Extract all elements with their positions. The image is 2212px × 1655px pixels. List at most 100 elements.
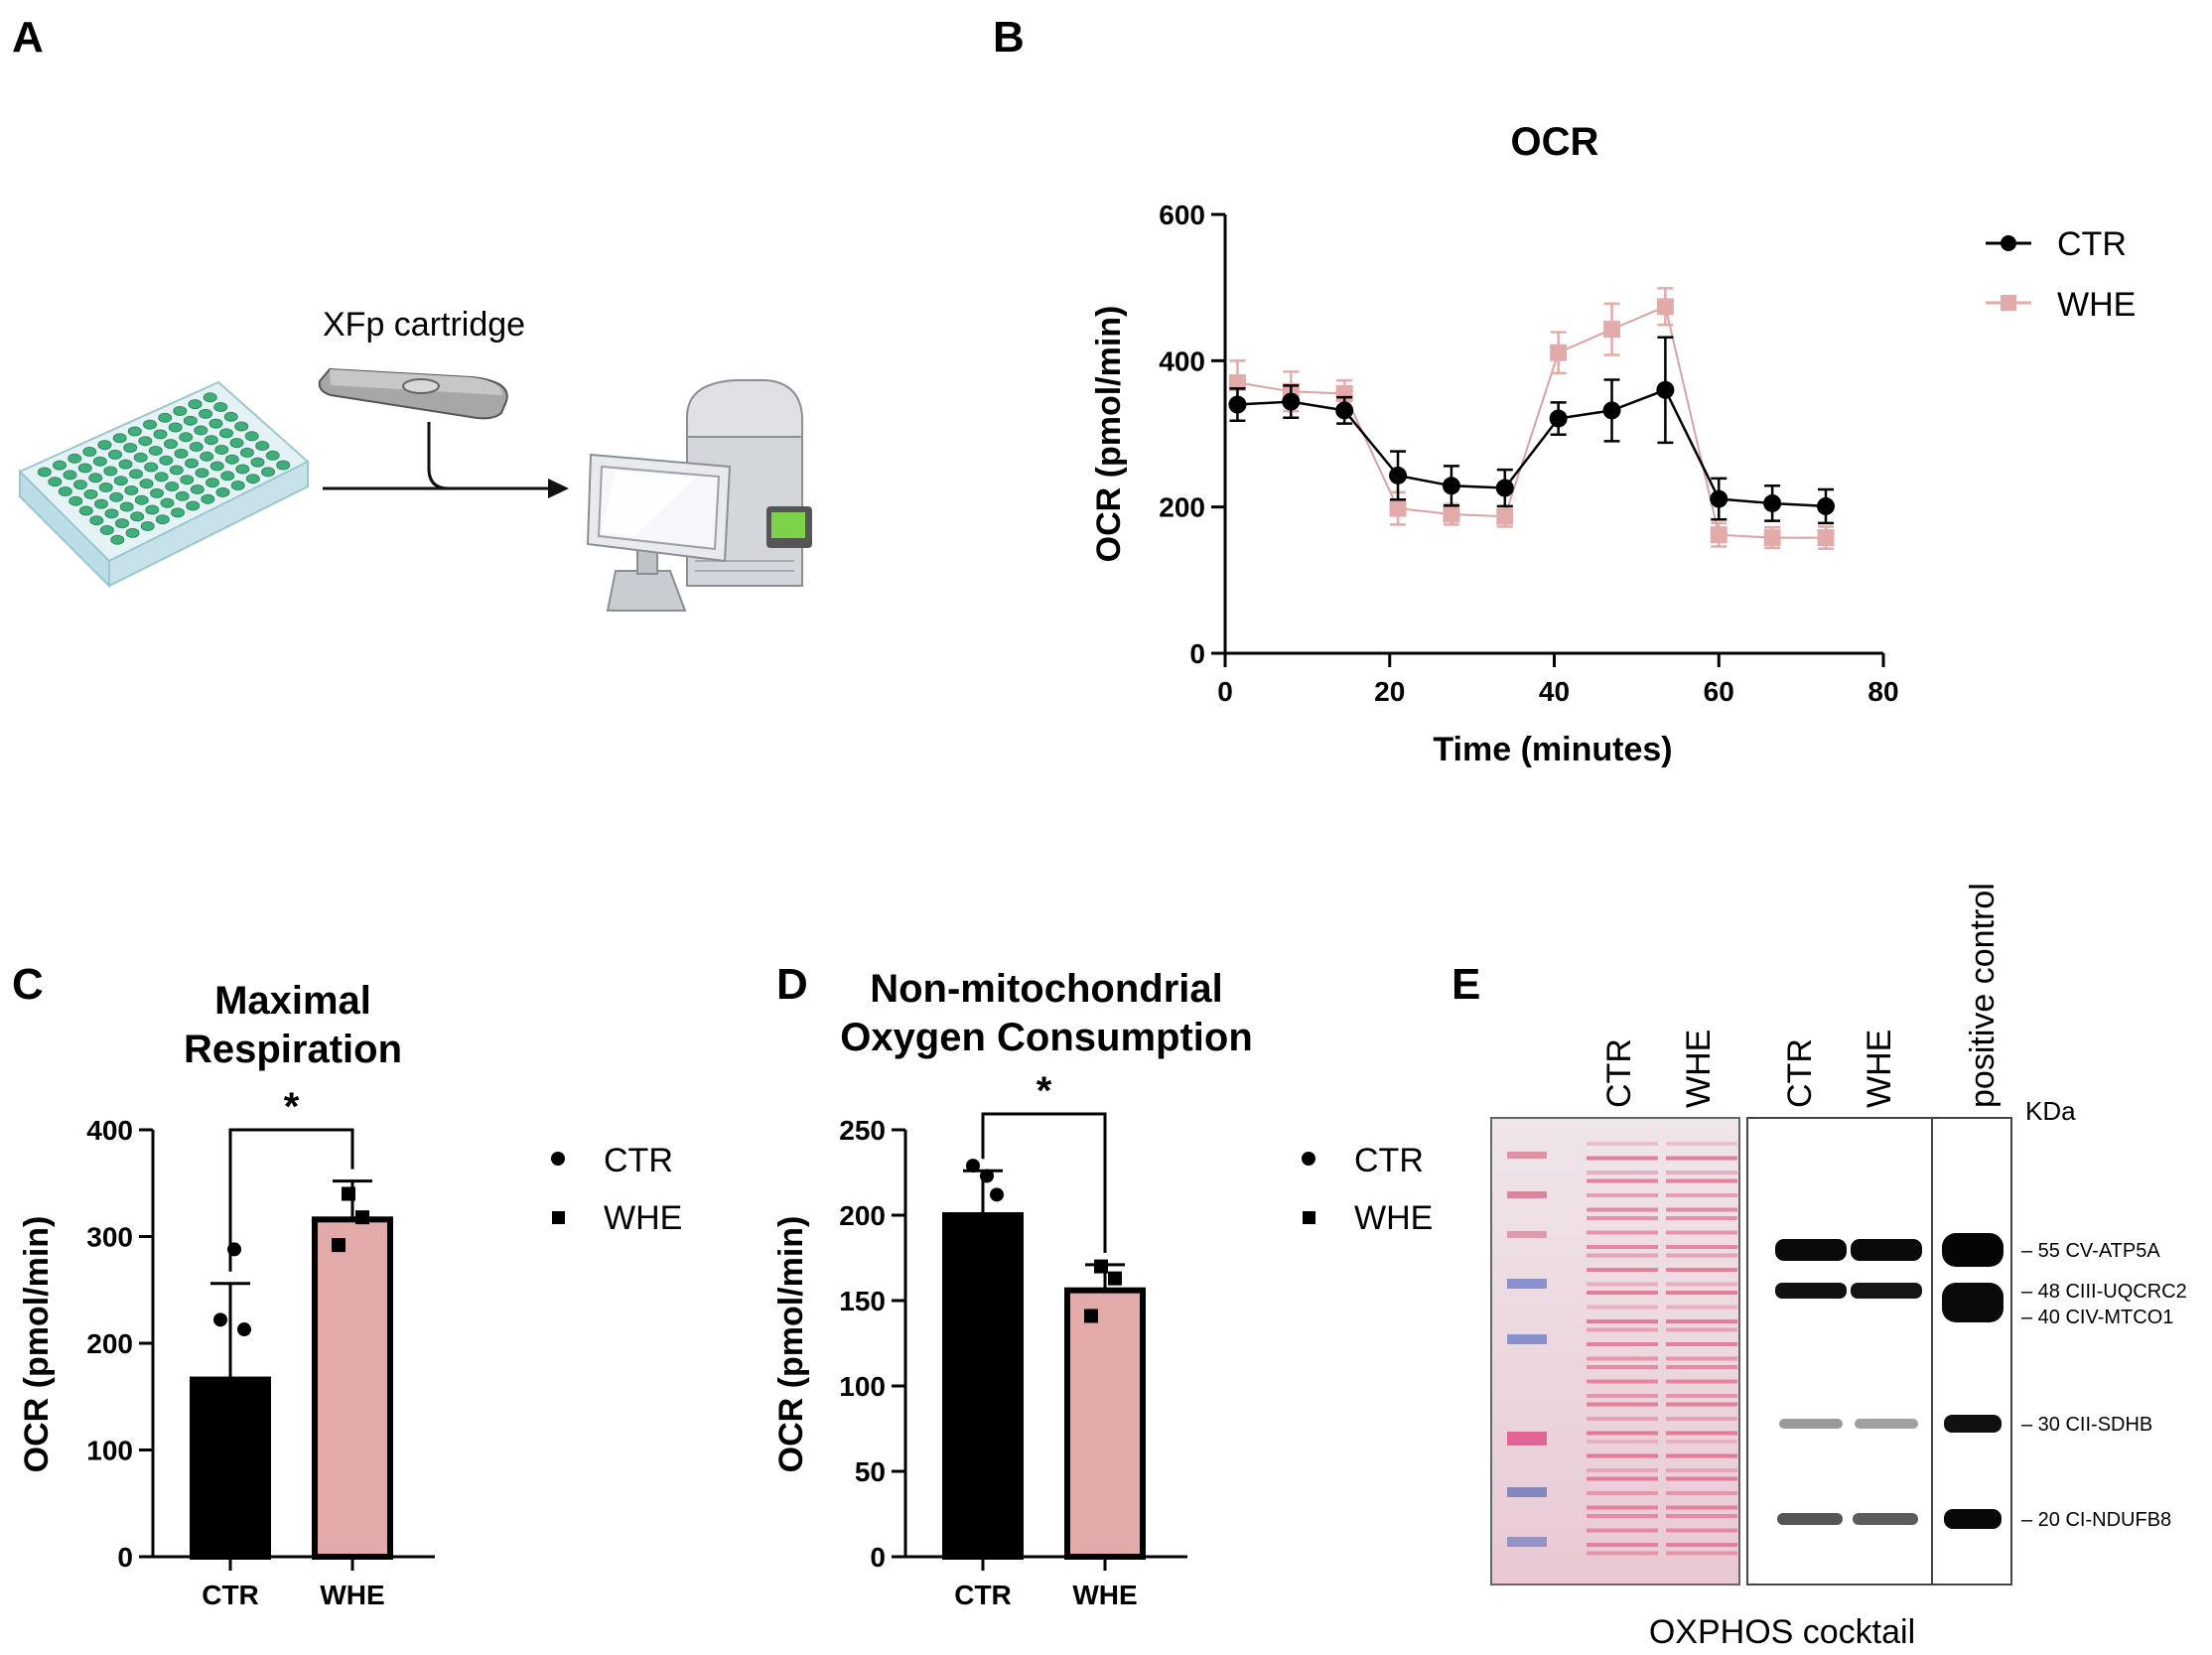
- max-resp-point-ctr: [237, 1322, 251, 1337]
- max-resp-point-whe: [342, 1186, 355, 1201]
- plate-well: [99, 525, 114, 535]
- ponceau-band: [1666, 1365, 1737, 1369]
- non-mito-y-tick-label: 100: [839, 1371, 886, 1402]
- lane-label-positive-control: positive control: [1964, 883, 2002, 1108]
- panel-c: C Maximal Respiration OCR (pmol/min) 0 10…: [12, 960, 682, 1610]
- ponceau-band: [1587, 1379, 1658, 1384]
- data-point-ctr: [1656, 380, 1675, 399]
- ponceau-band: [1587, 1551, 1658, 1556]
- ocr-plot-area: [1228, 287, 1835, 550]
- data-point-ctr: [1549, 409, 1568, 428]
- non-mito-y-tick-label: 250: [839, 1115, 886, 1146]
- plate-well: [208, 418, 223, 429]
- plate-well: [186, 500, 201, 511]
- ponceau-band: [1587, 1230, 1658, 1235]
- max-resp-y-tick-label: 0: [117, 1542, 133, 1573]
- non-mito-point-whe: [1108, 1271, 1122, 1286]
- data-point-ctr: [1335, 401, 1354, 420]
- max-resp-plot-area: *: [190, 1085, 393, 1561]
- plate-well: [113, 476, 128, 486]
- data-point-whe: [1763, 529, 1781, 547]
- plate-well: [234, 421, 249, 432]
- ponceau-band: [1666, 1491, 1737, 1495]
- non-mito-significance-bracket: [981, 1112, 1107, 1253]
- ponceau-band: [1666, 1253, 1737, 1258]
- ponceau-band: [1587, 1394, 1658, 1398]
- plate-well: [94, 498, 108, 509]
- ocr-x-tick-label: 20: [1374, 676, 1405, 707]
- plate-well: [190, 484, 205, 494]
- plate-well: [140, 521, 155, 531]
- ponceau-band: [1587, 1365, 1658, 1369]
- ponceau-band: [1587, 1402, 1658, 1407]
- plate-well: [77, 463, 92, 474]
- ponceau-band: [1587, 1178, 1658, 1183]
- ponceau-band: [1587, 1440, 1658, 1444]
- plate-well: [123, 443, 138, 453]
- plate-well: [82, 447, 97, 457]
- ponceau-band: [1587, 1305, 1658, 1310]
- plate-well: [204, 435, 218, 446]
- plate-well: [175, 490, 190, 501]
- plate-well: [188, 399, 203, 410]
- data-point-ctr: [1228, 395, 1247, 414]
- ponceau-band: [1587, 1268, 1658, 1272]
- panel-letter-e: E: [1452, 960, 1480, 1009]
- band-label-uqcrc2: – 48 CIII-UQCRC2: [2021, 1281, 2187, 1303]
- ponceau-band: [1666, 1356, 1737, 1361]
- max-resp-point-whe: [332, 1238, 346, 1253]
- data-point-ctr: [1816, 496, 1835, 515]
- kda-label: KDa: [2025, 1096, 2076, 1126]
- ponceau-band: [1666, 1417, 1737, 1421]
- plate-well: [154, 472, 169, 483]
- plate-well: [159, 455, 174, 466]
- plate-well: [53, 460, 67, 471]
- non-mito-x-tick-label: CTR: [954, 1580, 1012, 1610]
- lane-label-blot-ctr: CTR: [1781, 1038, 1819, 1108]
- ponceau-band: [1666, 1551, 1737, 1556]
- ocr-y-tick-label: 200: [1159, 492, 1205, 523]
- plate-well: [200, 451, 214, 462]
- plate-well: [145, 504, 160, 515]
- non-mito-significance-star: *: [1037, 1069, 1052, 1113]
- ponceau-band: [1587, 1453, 1658, 1458]
- plate-well: [124, 485, 139, 495]
- western-blot-image: [1746, 1117, 1967, 1586]
- non-mito-axes: 0 50 100 150 200 250 CTR WHE: [839, 1115, 1187, 1610]
- plate-well: [97, 440, 112, 451]
- plate-well: [199, 408, 212, 419]
- ponceau-band: [1666, 1305, 1737, 1310]
- plate-well: [69, 495, 83, 506]
- panel-letter-d: D: [776, 960, 808, 1009]
- ponceau-band: [1587, 1156, 1658, 1161]
- data-point-whe: [1603, 321, 1621, 339]
- plate-well: [189, 442, 204, 452]
- ocr-y-tick-label: 600: [1159, 200, 1205, 230]
- blot-caption: OXPHOS cocktail: [1649, 1613, 1915, 1651]
- non-mito-y-tick-label: 50: [855, 1456, 886, 1487]
- positive-control-blot-image: [1931, 1117, 2012, 1586]
- ocr-chart-title: OCR: [1511, 120, 1599, 164]
- max-resp-y-tick-label: 300: [86, 1222, 133, 1253]
- plate-well: [194, 425, 208, 436]
- max-resp-axes: 0 100 200 300 400 CTR WHE: [86, 1115, 435, 1610]
- analyzer-instrument-icon: [586, 379, 812, 612]
- max-resp-title-line1: Maximal: [214, 979, 371, 1023]
- ocr-x-tick-label: 60: [1704, 676, 1734, 707]
- data-point-ctr: [1710, 489, 1728, 508]
- non-mito-point-ctr: [966, 1159, 980, 1173]
- panel-b: B OCR OCR (pmol/min) Time (minutes) 0200…: [993, 13, 2136, 768]
- ponceau-band: [1666, 1543, 1737, 1547]
- plate-well: [213, 402, 228, 412]
- data-point-whe: [1228, 373, 1246, 391]
- ponceau-band: [1587, 1282, 1658, 1287]
- lane-label-ponceau-ctr: CTR: [1600, 1038, 1638, 1108]
- ponceau-band: [1587, 1291, 1658, 1295]
- plate-well: [250, 457, 265, 468]
- plate-well: [138, 436, 153, 447]
- plate-well: [133, 452, 148, 463]
- legend-label-ctr: CTR: [2057, 225, 2127, 263]
- ocr-y-tick-label: 400: [1159, 345, 1205, 376]
- cartridge-icon: [318, 367, 508, 420]
- plate-well: [214, 445, 229, 455]
